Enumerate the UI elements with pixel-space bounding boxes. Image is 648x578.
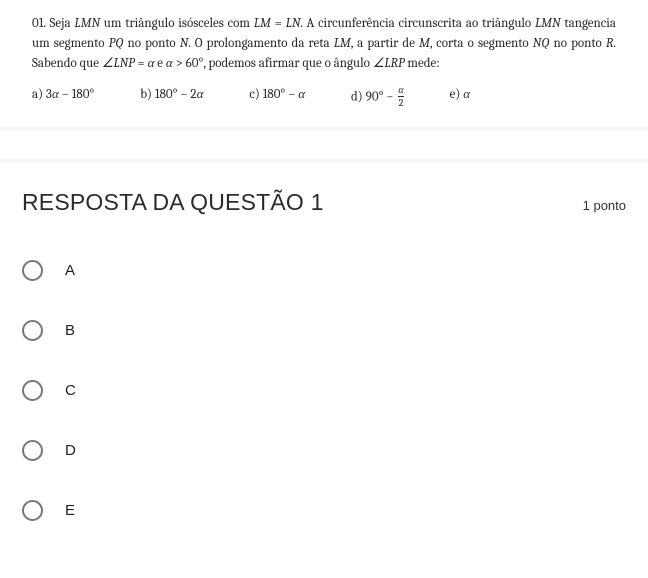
- t: b) 180° − 2: [140, 87, 196, 102]
- frac-num: α: [398, 85, 403, 95]
- sym-ang2: ∠LRP: [373, 56, 405, 71]
- answer-title: RESPOSTA DA QUESTÃO 1: [22, 189, 324, 216]
- sym-ln: LN: [286, 16, 301, 31]
- frac-den: 2: [398, 98, 403, 108]
- sym-lm2: LM: [334, 36, 351, 51]
- sym-lm: LM: [254, 16, 271, 31]
- inline-option-b: b) 180° − 2α: [140, 86, 203, 109]
- t: a) 3: [32, 87, 52, 102]
- fraction: α2: [398, 85, 403, 108]
- choice-e[interactable]: E: [22, 492, 626, 528]
- choice-d[interactable]: D: [22, 432, 626, 468]
- t: , corta o segmento: [430, 36, 529, 51]
- alpha: α: [52, 87, 59, 102]
- inline-option-e: e) α: [450, 86, 470, 109]
- t: . O prolongamento da reta: [188, 36, 333, 51]
- answer-header: RESPOSTA DA QUESTÃO 1 1 ponto: [22, 189, 626, 216]
- sym-pq: PQ: [109, 36, 124, 51]
- inline-options-row: a) 3α − 180° b) 180° − 2α c) 180° − α d)…: [32, 86, 616, 109]
- sym-nq: NQ: [533, 36, 550, 51]
- sym-alpha2: α: [166, 56, 173, 71]
- radio-icon: [22, 320, 43, 341]
- t: d) 90° −: [351, 90, 396, 105]
- t: no ponto: [549, 36, 605, 51]
- answer-section: RESPOSTA DA QUESTÃO 1 1 ponto A B C D E: [0, 163, 648, 562]
- sym-lmn2: LMN: [535, 16, 561, 31]
- radio-icon: [22, 260, 43, 281]
- choice-label: B: [65, 322, 75, 339]
- t: Seja: [50, 16, 75, 31]
- t: c) 180° −: [249, 87, 298, 102]
- choice-label: E: [65, 502, 75, 519]
- sym-ang1: ∠LNP: [102, 56, 135, 71]
- t: > 60°: [173, 56, 204, 71]
- t: =: [271, 16, 286, 31]
- t: mede:: [405, 56, 440, 71]
- t: − 180°: [59, 87, 95, 102]
- choice-b[interactable]: B: [22, 312, 626, 348]
- q-num: 01.: [32, 16, 46, 31]
- t: , a partir de: [351, 36, 419, 51]
- t: e: [154, 56, 165, 71]
- t: no ponto: [123, 36, 179, 51]
- question-statement: 01. Seja LMN um triângulo isósceles com …: [32, 14, 616, 74]
- t: e): [450, 87, 464, 102]
- choice-label: D: [65, 442, 76, 459]
- t: um triângulo isósceles com: [100, 16, 254, 31]
- t: =: [135, 56, 148, 71]
- radio-icon: [22, 500, 43, 521]
- alpha: α: [298, 87, 305, 102]
- t: . A circunferência circunscrita ao triân…: [300, 16, 535, 31]
- question-box: 01. Seja LMN um triângulo isósceles com …: [0, 0, 648, 127]
- radio-icon: [22, 380, 43, 401]
- alpha: α: [463, 87, 470, 102]
- choice-label: C: [65, 382, 76, 399]
- choice-a[interactable]: A: [22, 252, 626, 288]
- points-label: 1 ponto: [583, 198, 626, 213]
- radio-icon: [22, 440, 43, 461]
- t: , podemos afirmar que o ângulo: [203, 56, 372, 71]
- inline-option-a: a) 3α − 180°: [32, 86, 94, 109]
- answer-choices: A B C D E: [22, 252, 626, 528]
- sym-m: M: [419, 36, 430, 51]
- inline-option-d: d) 90° − α2: [351, 86, 404, 109]
- choice-c[interactable]: C: [22, 372, 626, 408]
- sym-lmn: LMN: [74, 16, 100, 31]
- alpha: α: [197, 87, 204, 102]
- choice-label: A: [65, 262, 75, 279]
- separator-strip: [0, 127, 648, 163]
- inline-option-c: c) 180° − α: [249, 86, 305, 109]
